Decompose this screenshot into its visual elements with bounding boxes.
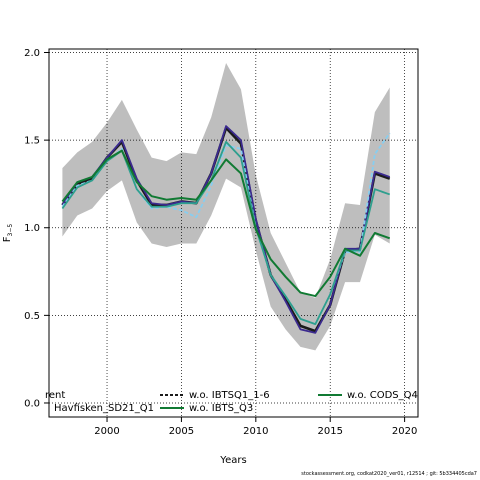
legend-label: w.o. CODS_Q4 bbox=[347, 390, 418, 401]
y-tick-label: 1.0 bbox=[24, 223, 40, 234]
axis-layer: 2000 2005 2010 2015 2020 0.0 0.5 1.0 1.5 2.0 bbox=[24, 48, 417, 437]
grid-layer bbox=[49, 49, 418, 417]
footer-note: stockassessment.org, codkat2020_ver01, r… bbox=[301, 471, 477, 477]
series-layer bbox=[61, 125, 391, 334]
confidence-band bbox=[62, 63, 390, 351]
y-axis-title-subscript: 3−5 bbox=[7, 224, 14, 237]
y-tick-label: 2.0 bbox=[24, 48, 40, 59]
x-axis-title: Years bbox=[219, 455, 246, 466]
legend-label: w.o. IBTS_Q3 bbox=[189, 403, 253, 414]
x-tick-label: 2010 bbox=[243, 426, 268, 437]
series-line-w-o-cods-q4 bbox=[61, 149, 391, 298]
x-tick-label: 2015 bbox=[317, 426, 342, 437]
x-tick-label: 2000 bbox=[94, 426, 119, 437]
y-axis-title-main: F bbox=[2, 236, 13, 242]
legend-label: Havfisken_SD21_Q1 bbox=[54, 403, 154, 414]
confidence-band-layer bbox=[62, 63, 390, 351]
legend-label: rent bbox=[45, 390, 65, 401]
y-tick-label: 0.0 bbox=[24, 398, 40, 409]
plot-frame bbox=[48, 48, 419, 418]
x-tick-label: 2020 bbox=[392, 426, 417, 437]
y-tick-label: 0.5 bbox=[24, 311, 40, 322]
x-tick-label: 2005 bbox=[169, 426, 194, 437]
series-line-havfisken-sd21-q1 bbox=[61, 125, 391, 334]
y-axis-title: F3−5 bbox=[2, 224, 14, 243]
y-tick-label: 1.5 bbox=[24, 136, 40, 147]
legend-label: w.o. IBTSQ1_1-6 bbox=[189, 390, 270, 401]
legend: rent Havfisken_SD21_Q1 w.o. IBTSQ1_1-6 w.o.… bbox=[45, 390, 418, 414]
